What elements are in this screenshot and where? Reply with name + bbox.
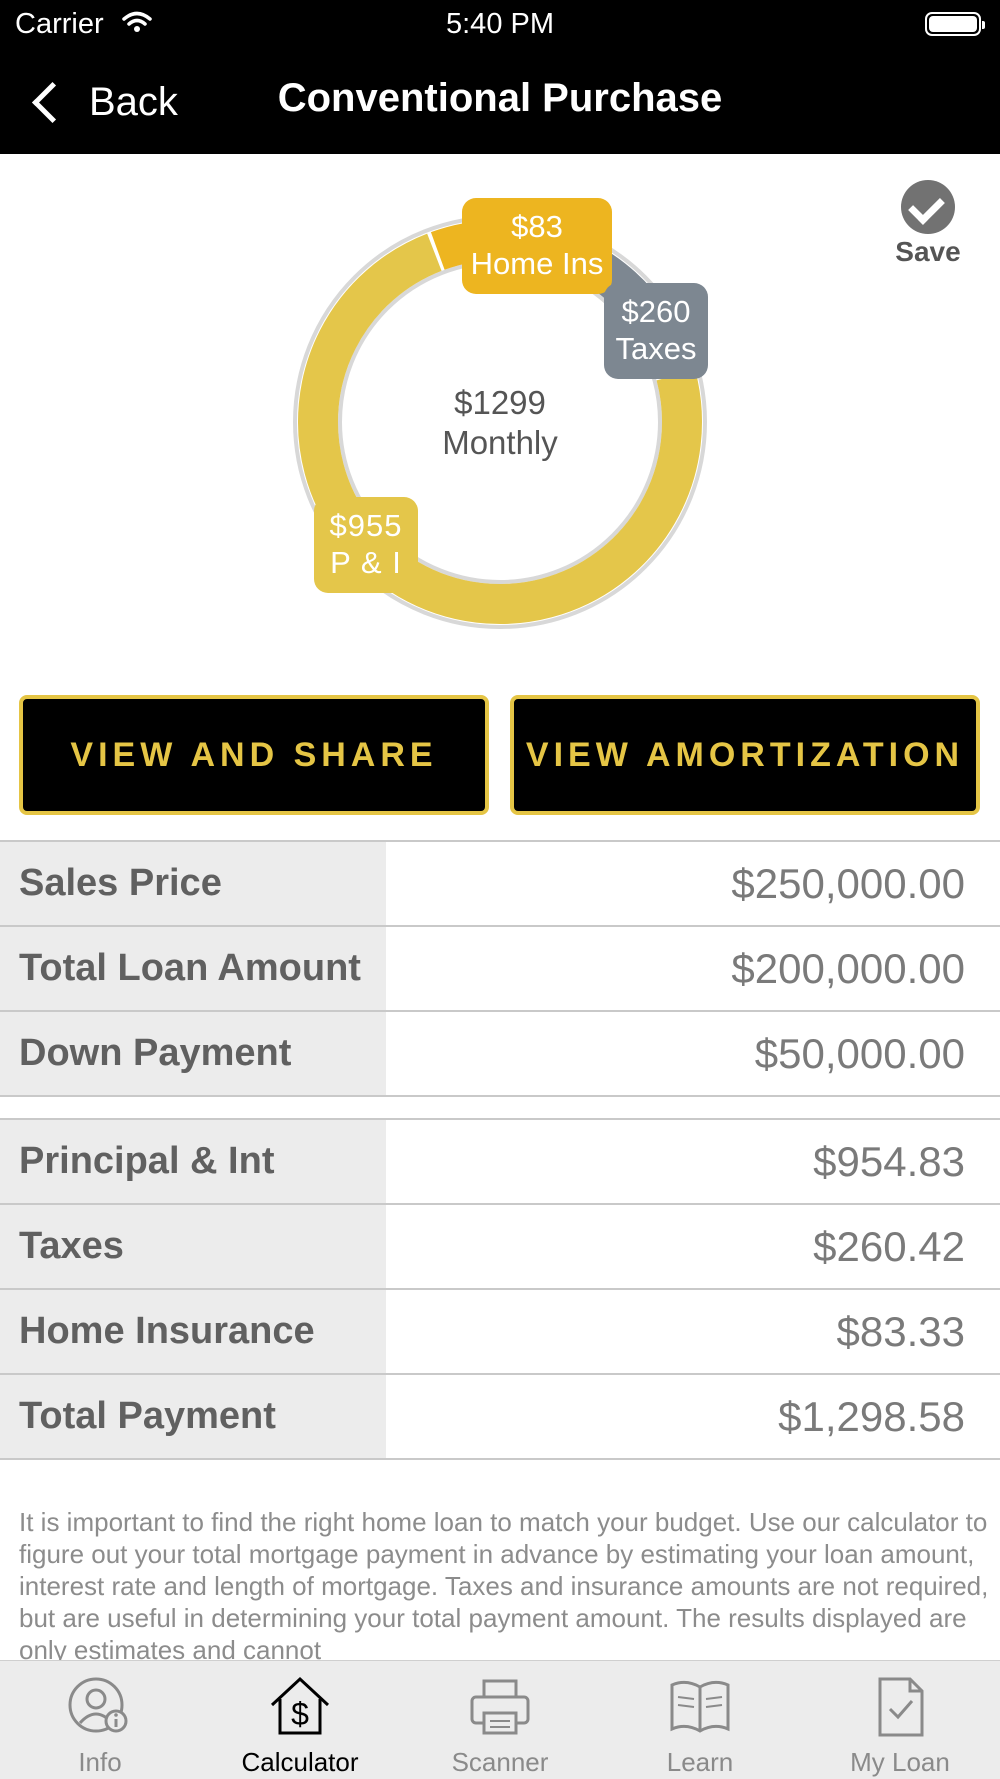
payment-chart: $1299 Monthly $83 Home Ins $260 Taxes $9… xyxy=(0,154,1000,680)
table-row[interactable]: Sales Price $250,000.00 xyxy=(0,842,1000,927)
row-value: $260.42 xyxy=(813,1223,965,1270)
tab-bar: Info $ Calculator Scanner Learn xyxy=(0,1660,1000,1779)
row-value: $1,298.58 xyxy=(778,1393,965,1440)
tab-label: My Loan xyxy=(850,1747,950,1777)
view-and-share-button[interactable]: VIEW AND SHARE xyxy=(19,695,489,815)
carrier-label: Carrier xyxy=(15,8,104,40)
payment-summary-table: Principal & Int $954.83 Taxes $260.42 Ho… xyxy=(0,1118,1000,1460)
row-value: $83.33 xyxy=(836,1308,965,1355)
navigation-bar: Back Conventional Purchase xyxy=(0,50,1000,154)
tab-label: Calculator xyxy=(241,1747,359,1777)
row-label: Sales Price xyxy=(0,842,386,925)
loan-summary-table: Sales Price $250,000.00 Total Loan Amoun… xyxy=(0,840,1000,1097)
row-label: Taxes xyxy=(0,1205,386,1288)
tab-my-loan[interactable]: My Loan xyxy=(800,1661,1000,1779)
svg-text:$: $ xyxy=(291,1696,309,1732)
home-insurance-tag[interactable]: $83 Home Ins xyxy=(462,198,612,294)
row-value: $200,000.00 xyxy=(731,945,965,992)
row-label: Total Loan Amount xyxy=(0,927,386,1010)
table-row[interactable]: Principal & Int $954.83 xyxy=(0,1120,1000,1205)
row-label: Down Payment xyxy=(0,1012,386,1095)
battery-icon xyxy=(925,12,985,36)
description-text: It is important to find the right home l… xyxy=(19,1507,989,1665)
taxes-label: Taxes xyxy=(615,331,697,366)
home-insurance-amount: $83 xyxy=(511,209,563,244)
monthly-total: $1299 xyxy=(454,384,546,421)
home-insurance-label: Home Ins xyxy=(470,246,604,281)
row-value: $250,000.00 xyxy=(731,860,965,907)
tab-label: Info xyxy=(78,1747,122,1777)
book-icon xyxy=(670,1680,730,1733)
row-value: $954.83 xyxy=(813,1138,965,1185)
taxes-amount: $260 xyxy=(621,294,691,329)
principal-interest-amount: $955 xyxy=(329,508,403,543)
table-row[interactable]: Home Insurance $83.33 xyxy=(0,1290,1000,1375)
save-button[interactable]: Save xyxy=(878,180,978,268)
user-info-icon xyxy=(68,1677,128,1733)
status-bar: Carrier 5:40 PM xyxy=(0,0,1000,50)
save-label: Save xyxy=(895,236,961,267)
principal-interest-tag[interactable]: $955 P & I xyxy=(314,497,418,593)
clock: 5:40 PM xyxy=(446,8,554,40)
table-row[interactable]: Total Loan Amount $200,000.00 xyxy=(0,927,1000,1012)
document-check-icon xyxy=(878,1677,924,1737)
table-row[interactable]: Total Payment $1,298.58 xyxy=(0,1375,1000,1460)
table-row[interactable]: Down Payment $50,000.00 xyxy=(0,1012,1000,1097)
house-dollar-icon: $ xyxy=(270,1676,330,1735)
row-value: $50,000.00 xyxy=(754,1030,965,1077)
wifi-icon xyxy=(122,11,152,32)
tab-scanner[interactable]: Scanner xyxy=(400,1661,600,1779)
principal-interest-label: P & I xyxy=(330,545,402,580)
printer-icon xyxy=(470,1679,530,1735)
monthly-label: Monthly xyxy=(442,424,558,461)
page-title: Conventional Purchase xyxy=(277,76,723,120)
row-label: Home Insurance xyxy=(0,1290,386,1373)
tab-label: Learn xyxy=(666,1747,734,1777)
tab-label: Scanner xyxy=(451,1747,549,1777)
taxes-tag[interactable]: $260 Taxes xyxy=(604,283,708,379)
tab-learn[interactable]: Learn xyxy=(600,1661,800,1779)
row-label: Total Payment xyxy=(0,1375,386,1458)
view-amortization-button[interactable]: VIEW AMORTIZATION xyxy=(510,695,980,815)
checkmark-icon xyxy=(901,180,955,234)
row-label: Principal & Int xyxy=(0,1120,386,1203)
tab-info[interactable]: Info xyxy=(0,1661,200,1779)
back-button[interactable]: Back xyxy=(28,74,178,130)
table-row[interactable]: Taxes $260.42 xyxy=(0,1205,1000,1290)
tab-calculator[interactable]: $ Calculator xyxy=(200,1661,400,1779)
home-insurance-segment xyxy=(298,220,702,624)
back-label: Back xyxy=(89,79,178,124)
